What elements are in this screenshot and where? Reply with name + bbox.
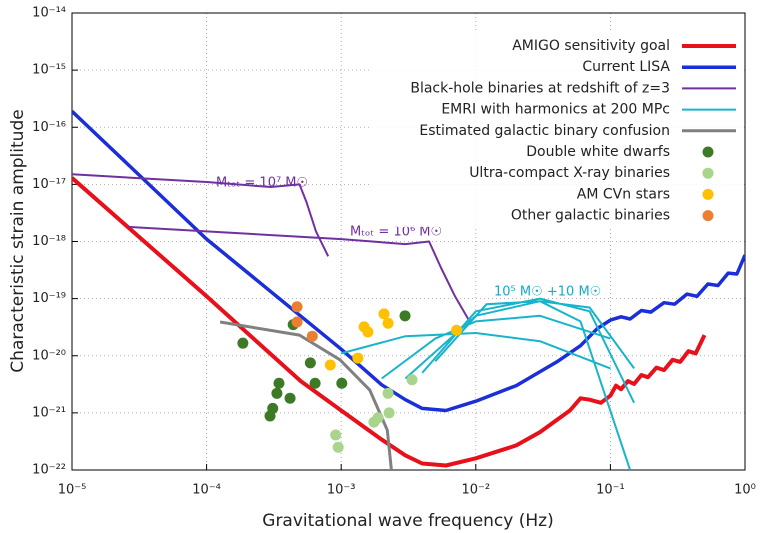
x-tick-label: 10⁻³: [327, 483, 356, 498]
x-tick-label: 10⁰: [734, 483, 756, 498]
y-tick-label: 10⁻²⁰: [32, 348, 66, 363]
y-tick-label: 10⁻¹⁴: [32, 6, 66, 21]
data-point: [399, 310, 411, 322]
legend-label: Double white dwarfs: [526, 144, 670, 160]
legend-label: Estimated galactic binary confusion: [419, 123, 670, 139]
y-tick-label: 10⁻¹⁶: [32, 120, 66, 135]
data-point: [284, 392, 296, 404]
legend-box: [370, 32, 742, 227]
data-point: [382, 387, 394, 399]
data-point: [237, 337, 249, 349]
series-line: [340, 297, 635, 470]
legend-label: Other galactic binaries: [511, 208, 670, 224]
legend-label: Ultra-compact X-ray binaries: [469, 165, 670, 181]
data-point: [264, 410, 276, 422]
y-tick-label: 10⁻¹⁵: [32, 63, 66, 78]
x-axis-title: Gravitational wave frequency (Hz): [262, 511, 553, 531]
legend-label: Current LISA: [582, 59, 670, 75]
data-point: [304, 357, 316, 369]
legend-label: Black-hole binaries at redshift of z=3: [410, 80, 670, 96]
legend-marker: [702, 188, 714, 200]
legend-marker: [702, 167, 714, 179]
data-point: [324, 359, 336, 371]
data-point: [372, 412, 384, 424]
data-point: [336, 377, 348, 389]
series-line: [72, 173, 471, 322]
data-point: [352, 352, 364, 364]
data-point: [271, 387, 283, 399]
data-point: [362, 326, 374, 338]
data-point: [451, 324, 463, 336]
legend-marker: [702, 146, 714, 158]
data-point: [309, 377, 321, 389]
data-point: [383, 407, 395, 419]
data-point: [306, 330, 318, 342]
plot-frame: [71, 12, 746, 471]
annotation: 10⁵ M☉ +10 M☉: [494, 285, 601, 300]
legend-label: AMIGO sensitivity goal: [512, 38, 670, 54]
y-axis-title: Characteristic strain amplitude: [8, 109, 28, 372]
data-point: [291, 301, 303, 313]
x-tick-label: 10⁻²: [461, 483, 490, 498]
legend-label: EMRI with harmonics at 200 MPc: [441, 102, 670, 118]
legend-marker: [702, 210, 714, 222]
x-tick-label: 10⁻⁴: [192, 483, 221, 498]
x-tick-label: 10⁻¹: [596, 483, 625, 498]
y-tick-label: 10⁻¹⁸: [32, 234, 66, 249]
y-tick-label: 10⁻¹⁷: [32, 177, 66, 192]
data-point: [273, 377, 285, 389]
y-tick-label: 10⁻²¹: [32, 405, 66, 420]
data-point: [382, 317, 394, 329]
data-point: [332, 441, 344, 453]
data-point: [406, 374, 418, 386]
legend-label: AM CVn stars: [577, 186, 670, 202]
annotation: Mₜₒₜ = 10⁷ M☉: [216, 176, 308, 191]
series-line: [72, 110, 745, 413]
x-tick-label: 10⁻⁵: [58, 483, 87, 498]
data-point: [291, 316, 303, 328]
y-tick-label: 10⁻²²: [32, 463, 66, 478]
y-tick-label: 10⁻¹⁹: [32, 291, 66, 306]
series-line: [72, 176, 707, 468]
annotation: Mₜₒₜ = 10⁶ M☉: [350, 225, 442, 240]
data-point: [330, 429, 342, 441]
data-point: [378, 308, 390, 320]
series-line: [219, 320, 393, 470]
